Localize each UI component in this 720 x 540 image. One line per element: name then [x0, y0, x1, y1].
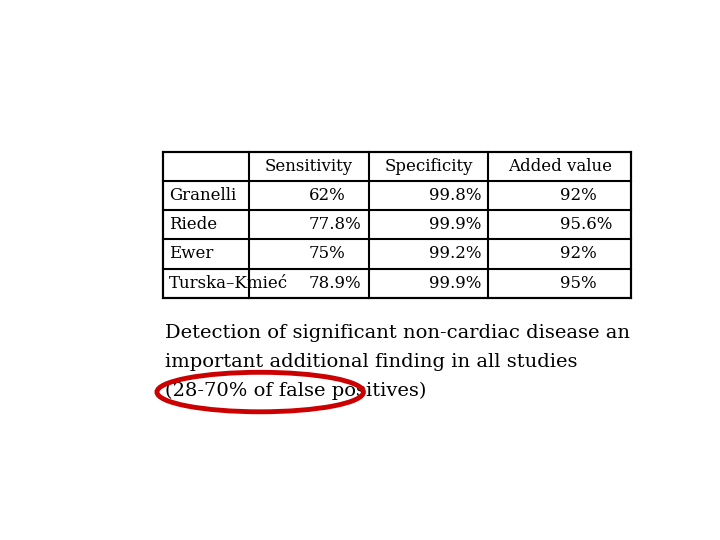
Text: Detection of significant non-cardiac disease an: Detection of significant non-cardiac dis…	[166, 324, 630, 342]
Text: Granelli: Granelli	[169, 187, 236, 204]
Text: Riede: Riede	[169, 217, 217, 233]
Text: Specificity: Specificity	[384, 158, 473, 175]
Text: 99.8%: 99.8%	[428, 187, 481, 204]
Text: 77.8%: 77.8%	[309, 217, 361, 233]
Text: 62%: 62%	[309, 187, 346, 204]
Text: Sensitivity: Sensitivity	[265, 158, 353, 175]
Text: Ewer: Ewer	[169, 246, 214, 262]
Text: 99.9%: 99.9%	[428, 275, 481, 292]
Text: 99.2%: 99.2%	[428, 246, 481, 262]
Text: 99.9%: 99.9%	[428, 217, 481, 233]
Text: 92%: 92%	[559, 246, 597, 262]
Text: Added value: Added value	[508, 158, 612, 175]
Text: 95%: 95%	[559, 275, 596, 292]
Text: 95.6%: 95.6%	[559, 217, 612, 233]
Text: 75%: 75%	[309, 246, 346, 262]
Text: Turska–Kmieć: Turska–Kmieć	[169, 275, 289, 292]
Text: important additional finding in all studies: important additional finding in all stud…	[166, 353, 578, 371]
Text: 78.9%: 78.9%	[309, 275, 361, 292]
Text: (28-70% of false positives): (28-70% of false positives)	[166, 382, 427, 400]
Bar	[163, 152, 631, 298]
Text: 92%: 92%	[559, 187, 597, 204]
